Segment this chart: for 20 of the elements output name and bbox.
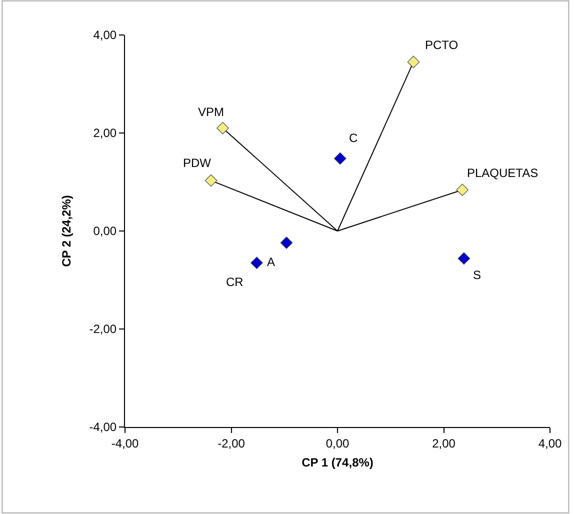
y-tick-label: 0,00 [93,224,117,238]
y-tick-label: -2,00 [89,322,117,336]
y-tick-label: 4,00 [93,28,117,42]
x-tick-label: 2,00 [432,436,456,450]
x-tick-label: -4,00 [111,436,139,450]
y-tick-label: 2,00 [93,126,117,140]
x-axis-title: CP 1 (74,8%) [302,455,374,470]
annotation: S [473,268,482,282]
x-tick-label: 0,00 [326,436,350,450]
x-tick-label: -2,00 [218,436,246,450]
annotation: PCTO [425,38,458,52]
annotation: CR [226,275,244,289]
x-tick-label: 4,00 [538,436,562,450]
annotation: PLAQUETAS [467,166,538,180]
annotation: C [349,131,358,145]
y-tick-label: -4,00 [89,420,117,434]
annotation: VPM [198,105,224,119]
annotation: A [267,255,276,269]
y-axis-title: CP 2 (24,2%) [60,195,74,267]
annotation: PDW [183,156,212,170]
